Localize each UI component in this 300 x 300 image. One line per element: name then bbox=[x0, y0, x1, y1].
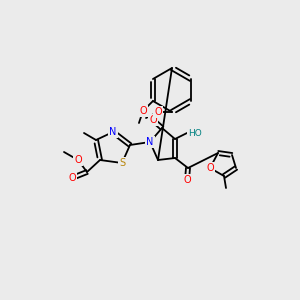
Text: O: O bbox=[149, 115, 157, 125]
Text: O: O bbox=[68, 173, 76, 183]
Text: S: S bbox=[119, 158, 125, 168]
Text: O: O bbox=[154, 107, 162, 117]
Text: O: O bbox=[206, 163, 214, 173]
Text: O: O bbox=[139, 106, 147, 116]
Text: N: N bbox=[146, 137, 154, 147]
Text: O: O bbox=[74, 155, 82, 165]
Text: O: O bbox=[183, 175, 191, 185]
Text: HO: HO bbox=[188, 128, 202, 137]
Text: N: N bbox=[109, 127, 117, 137]
